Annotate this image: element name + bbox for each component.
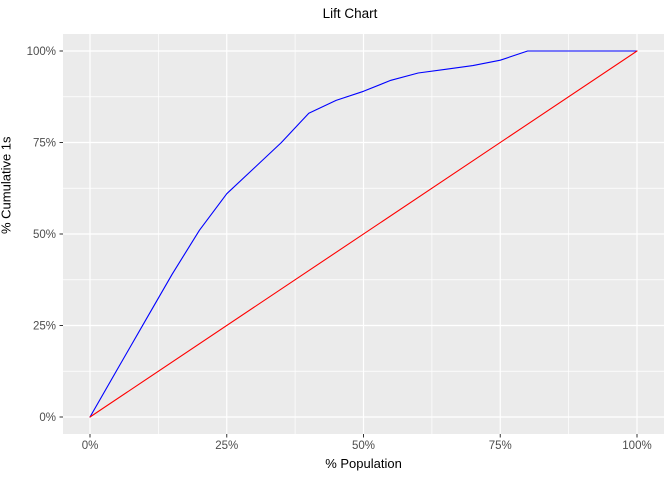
x-tick-label: 100%: [622, 440, 651, 452]
y-tick-label: 25%: [33, 321, 56, 333]
y-tick-label: 50%: [33, 229, 56, 241]
x-axis-title: % Population: [325, 456, 402, 471]
series-line-lift-curve: [89, 50, 638, 418]
y-tick-label: 75%: [33, 138, 56, 150]
series-line-baseline: [89, 50, 638, 418]
x-tick-label: 50%: [352, 440, 375, 452]
x-tick-label: 75%: [489, 440, 512, 452]
y-tick-label: 100%: [27, 46, 56, 58]
y-tick-label: 0%: [39, 412, 56, 424]
x-tick-label: 25%: [215, 440, 238, 452]
x-tick-label: 0%: [82, 440, 99, 452]
chart-title: Lift Chart: [322, 6, 378, 21]
